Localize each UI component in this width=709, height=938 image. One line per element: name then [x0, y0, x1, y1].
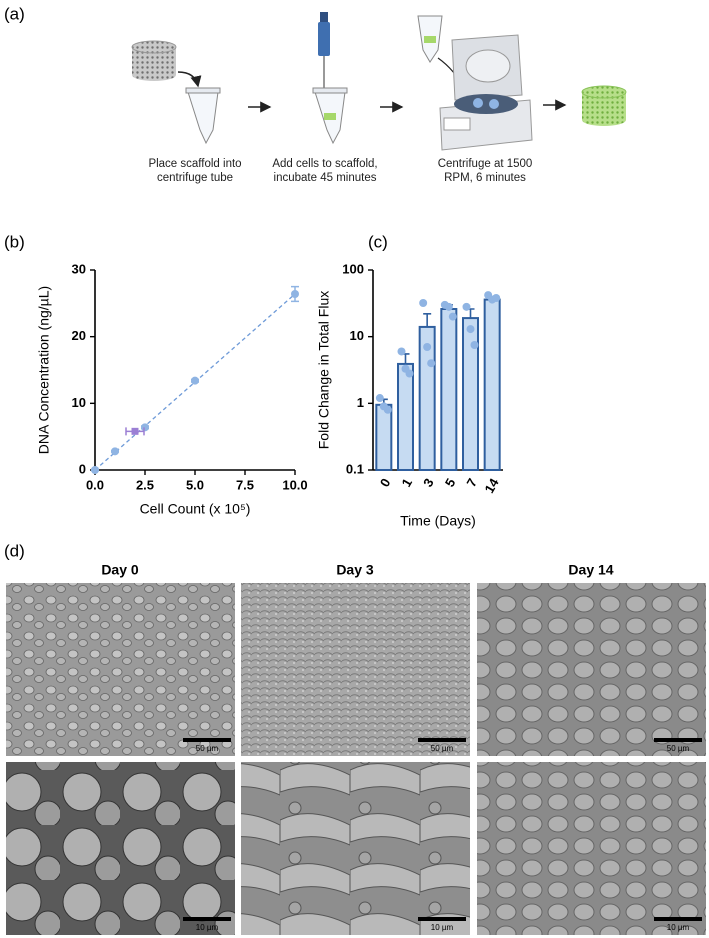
y-tick-label: 0.1	[346, 461, 364, 476]
scale-bar-label: 50 µm	[196, 744, 219, 753]
x-tick-label: 5	[442, 476, 459, 490]
x-tick-label: 10.0	[282, 477, 307, 492]
x-tick-label: 0	[377, 476, 394, 490]
bar	[375, 403, 393, 471]
scale-bar-label: 50 µm	[431, 744, 454, 753]
scale-bar	[418, 738, 466, 742]
error-bar	[401, 353, 410, 364]
column-title: Day 0	[101, 562, 139, 578]
x-axis-label: Cell Count (x 10⁵)	[140, 501, 251, 517]
point	[466, 325, 475, 334]
panel-label: (d)	[4, 541, 25, 560]
illustration	[131, 12, 627, 151]
scale-bar	[183, 917, 231, 921]
error-bar	[423, 313, 432, 327]
x-tick-label: 1	[398, 476, 415, 490]
point	[91, 466, 99, 474]
x-tick-label: 7	[463, 476, 480, 490]
y-axis-label: Fold Change in Total Flux	[316, 291, 332, 450]
y-tick-label: 30	[72, 261, 86, 276]
point	[383, 405, 392, 414]
x-tick-label: 3	[420, 476, 437, 490]
scale-bar-label: 10 µm	[431, 923, 454, 932]
point	[191, 376, 199, 385]
y-tick-label: 0	[79, 461, 86, 476]
point	[448, 312, 457, 321]
step-caption: Centrifuge at 1500 RPM, 6 minutes	[437, 158, 533, 184]
point	[492, 294, 501, 303]
x-axis-label: Time (Days)	[400, 513, 476, 529]
point	[131, 427, 139, 435]
panel-label: (c)	[368, 232, 388, 251]
scale-bar	[418, 917, 466, 921]
step-caption: Place scaffold into centrifuge tube	[148, 158, 242, 184]
point	[470, 340, 479, 349]
point	[397, 347, 406, 356]
point	[141, 423, 149, 432]
y-tick-label: 20	[72, 328, 86, 343]
bar	[440, 308, 458, 471]
column-title: Day 14	[568, 562, 613, 578]
micrographs	[6, 583, 706, 935]
scale-bar	[654, 917, 702, 921]
y-tick-label: 10	[72, 395, 86, 410]
scale-bar-label: 50 µm	[667, 744, 690, 753]
column-title: Day 3	[336, 562, 374, 578]
x-tick-label: 7.5	[236, 477, 254, 492]
y-tick-label: 100	[342, 261, 364, 276]
bar	[397, 362, 414, 471]
scale-bar-label: 10 µm	[196, 923, 219, 932]
point	[427, 359, 436, 368]
x-tick-label: 5.0	[186, 477, 204, 492]
panel-label: (b)	[4, 232, 25, 251]
point	[462, 302, 471, 311]
bar	[462, 317, 479, 471]
y-axis-label: DNA Concentration (ng/µL)	[36, 286, 52, 454]
scale-bar	[183, 738, 231, 742]
step-caption: Add cells to scaffold, incubate 45 minut…	[272, 158, 378, 184]
bar	[483, 298, 501, 471]
point	[423, 342, 432, 351]
panel-label: (a)	[4, 4, 25, 23]
x-tick-label: 14	[482, 475, 503, 496]
point	[419, 298, 428, 307]
y-tick-label: 1	[357, 395, 364, 410]
point	[291, 290, 299, 298]
scale-bar	[654, 738, 702, 742]
x-tick-label: 0.0	[86, 477, 104, 492]
point	[444, 302, 453, 311]
point	[375, 394, 384, 403]
point	[111, 447, 119, 456]
y-tick-label: 10	[350, 328, 364, 343]
x-tick-label: 2.5	[136, 477, 154, 492]
point	[405, 369, 414, 378]
scale-bar-label: 10 µm	[667, 923, 690, 932]
